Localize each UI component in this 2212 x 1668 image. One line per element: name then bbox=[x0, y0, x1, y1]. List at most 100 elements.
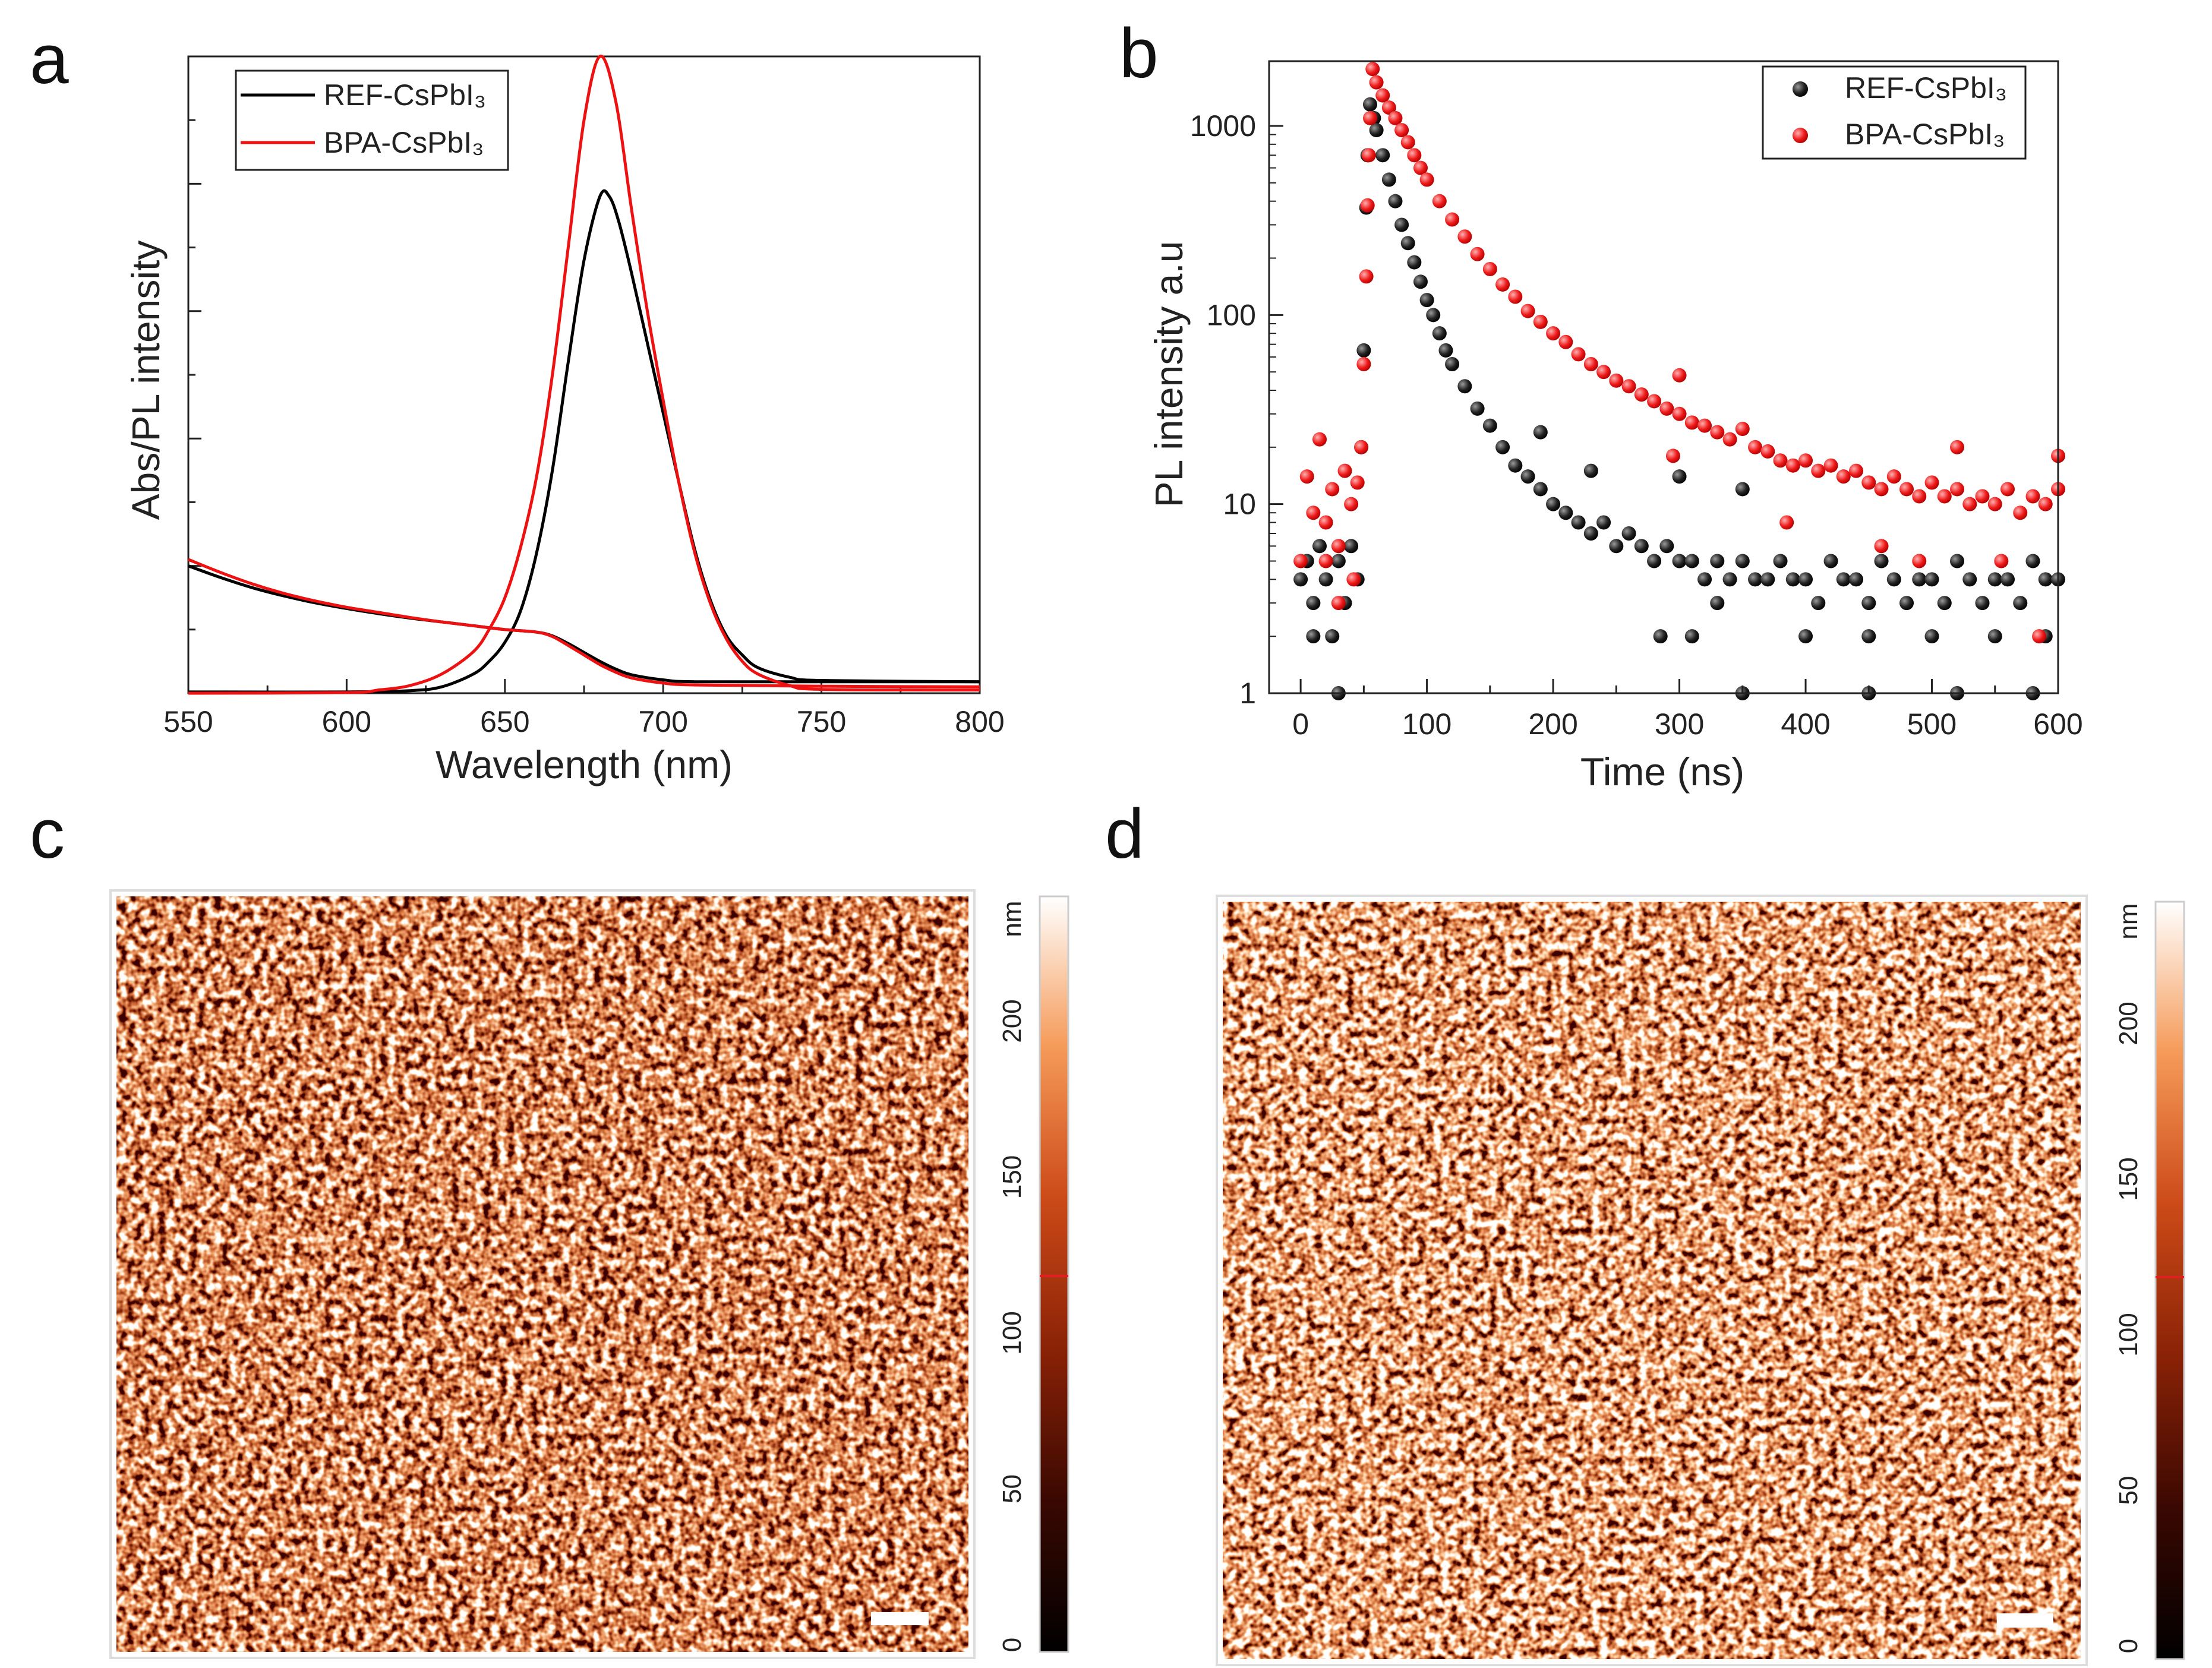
data-point-ref bbox=[1861, 596, 1876, 611]
data-point-bpa bbox=[1457, 229, 1472, 244]
y-tick-label: 1 bbox=[1239, 677, 1256, 710]
data-point-ref bbox=[1457, 379, 1472, 394]
data-point-bpa bbox=[2000, 482, 2015, 497]
data-point-bpa bbox=[1495, 277, 1510, 292]
data-point-bpa bbox=[1407, 148, 1422, 163]
x-tick-label: 750 bbox=[797, 705, 846, 738]
data-point-bpa bbox=[1533, 314, 1548, 329]
data-point-bpa bbox=[1344, 497, 1359, 511]
y-tick-label: 1000 bbox=[1190, 109, 1256, 143]
data-point-bpa bbox=[1748, 440, 1763, 454]
data-point-ref bbox=[1508, 458, 1523, 473]
data-point-bpa bbox=[1318, 515, 1333, 530]
data-point-ref bbox=[1344, 539, 1359, 554]
data-point-bpa bbox=[1413, 160, 1428, 175]
data-point-ref bbox=[1924, 629, 1939, 644]
data-point-ref bbox=[1369, 123, 1384, 138]
data-point-ref bbox=[1426, 308, 1441, 323]
scale-bar bbox=[1997, 1613, 2053, 1628]
data-point-bpa bbox=[1836, 469, 1851, 484]
data-point-bpa bbox=[1659, 401, 1674, 416]
scale-bar bbox=[871, 1612, 929, 1625]
data-point-bpa bbox=[1874, 539, 1889, 554]
data-point-bpa bbox=[1697, 418, 1712, 433]
data-point-ref bbox=[1583, 463, 1598, 478]
legend-label-bpa: BPA-CsPbI₃ bbox=[324, 126, 484, 159]
colorbar-tick-label: 200 bbox=[998, 999, 1027, 1042]
colorbar-tick-label: 100 bbox=[2114, 1313, 2143, 1356]
abs-line-bpa bbox=[188, 558, 980, 688]
data-point-ref bbox=[2038, 572, 2053, 587]
data-point-ref bbox=[1381, 172, 1396, 187]
data-point-ref bbox=[1672, 554, 1687, 568]
data-point-bpa bbox=[1361, 148, 1376, 163]
data-point-bpa bbox=[1785, 458, 1800, 473]
data-point-bpa bbox=[1375, 88, 1390, 103]
colorbar-tick-label: 150 bbox=[998, 1155, 1027, 1199]
data-point-ref bbox=[1407, 255, 1422, 270]
legend: REF-CsPbI₃ BPA-CsPbI₃ bbox=[1762, 65, 2027, 160]
data-point-bpa bbox=[1299, 469, 1314, 484]
data-point-bpa bbox=[1432, 194, 1447, 208]
data-point-ref bbox=[1388, 194, 1403, 208]
data-point-ref bbox=[1748, 572, 1763, 587]
colorbar bbox=[1039, 895, 1069, 1653]
data-point-bpa bbox=[1306, 506, 1321, 520]
data-point-ref bbox=[1874, 554, 1889, 568]
data-point-bpa bbox=[1886, 469, 1901, 484]
legend-label-bpa: BPA-CsPbI₃ bbox=[1845, 118, 2005, 151]
data-point-ref bbox=[1413, 274, 1428, 289]
x-tick-label: 400 bbox=[1781, 707, 1830, 741]
data-point-bpa bbox=[1337, 463, 1352, 478]
data-point-ref bbox=[1419, 293, 1434, 308]
data-point-bpa bbox=[1861, 475, 1876, 490]
x-tick-label: 0 bbox=[1292, 707, 1309, 741]
data-point-ref bbox=[1331, 554, 1346, 568]
data-point-bpa bbox=[1318, 554, 1333, 568]
data-point-ref bbox=[1659, 539, 1674, 554]
data-point-ref bbox=[1912, 572, 1927, 587]
colorbar-unit: nm bbox=[2114, 903, 2143, 939]
data-point-ref bbox=[1546, 497, 1561, 511]
data-point-ref bbox=[1318, 572, 1333, 587]
data-point-bpa bbox=[1811, 463, 1826, 478]
data-point-bpa bbox=[1950, 440, 1965, 454]
data-point-ref bbox=[1583, 526, 1598, 541]
data-point-bpa bbox=[1647, 394, 1662, 409]
afm-height-map bbox=[1223, 902, 2081, 1659]
data-point-bpa bbox=[1470, 247, 1485, 261]
data-point-ref bbox=[1375, 148, 1390, 163]
data-point-ref bbox=[1798, 629, 1813, 644]
y-tick-label: 100 bbox=[1207, 298, 1256, 331]
data-point-ref bbox=[2013, 596, 2028, 611]
data-point-ref bbox=[1987, 572, 2002, 587]
data-point-ref bbox=[1684, 629, 1699, 644]
data-point-ref bbox=[1811, 596, 1826, 611]
data-point-ref bbox=[1735, 554, 1750, 568]
colorbar-tick-label: 100 bbox=[998, 1311, 1027, 1354]
data-point-ref bbox=[1962, 572, 1977, 587]
data-point-bpa bbox=[1360, 198, 1375, 213]
x-tick-label: 500 bbox=[1907, 707, 1957, 741]
x-tick-label: 800 bbox=[955, 705, 1004, 738]
data-point-ref bbox=[1672, 469, 1687, 484]
legend-box bbox=[235, 70, 509, 171]
x-axis-title: Time (ns) bbox=[1580, 750, 1744, 794]
data-point-ref bbox=[1325, 629, 1340, 644]
data-point-bpa bbox=[2038, 497, 2053, 511]
data-point-ref bbox=[1710, 596, 1725, 611]
data-point-ref bbox=[1836, 572, 1851, 587]
data-point-ref bbox=[1533, 482, 1548, 497]
colorbar bbox=[2154, 901, 2185, 1660]
panel-letter-c: c bbox=[30, 795, 65, 873]
data-point-ref bbox=[1722, 572, 1737, 587]
data-point-bpa bbox=[1760, 444, 1775, 459]
data-point-ref bbox=[1647, 554, 1662, 568]
x-tick-label: 300 bbox=[1655, 707, 1704, 741]
panel-letter-b: b bbox=[1119, 14, 1159, 93]
data-point-bpa bbox=[1312, 432, 1327, 447]
data-point-ref bbox=[1533, 425, 1548, 440]
data-point-bpa bbox=[1665, 448, 1680, 463]
